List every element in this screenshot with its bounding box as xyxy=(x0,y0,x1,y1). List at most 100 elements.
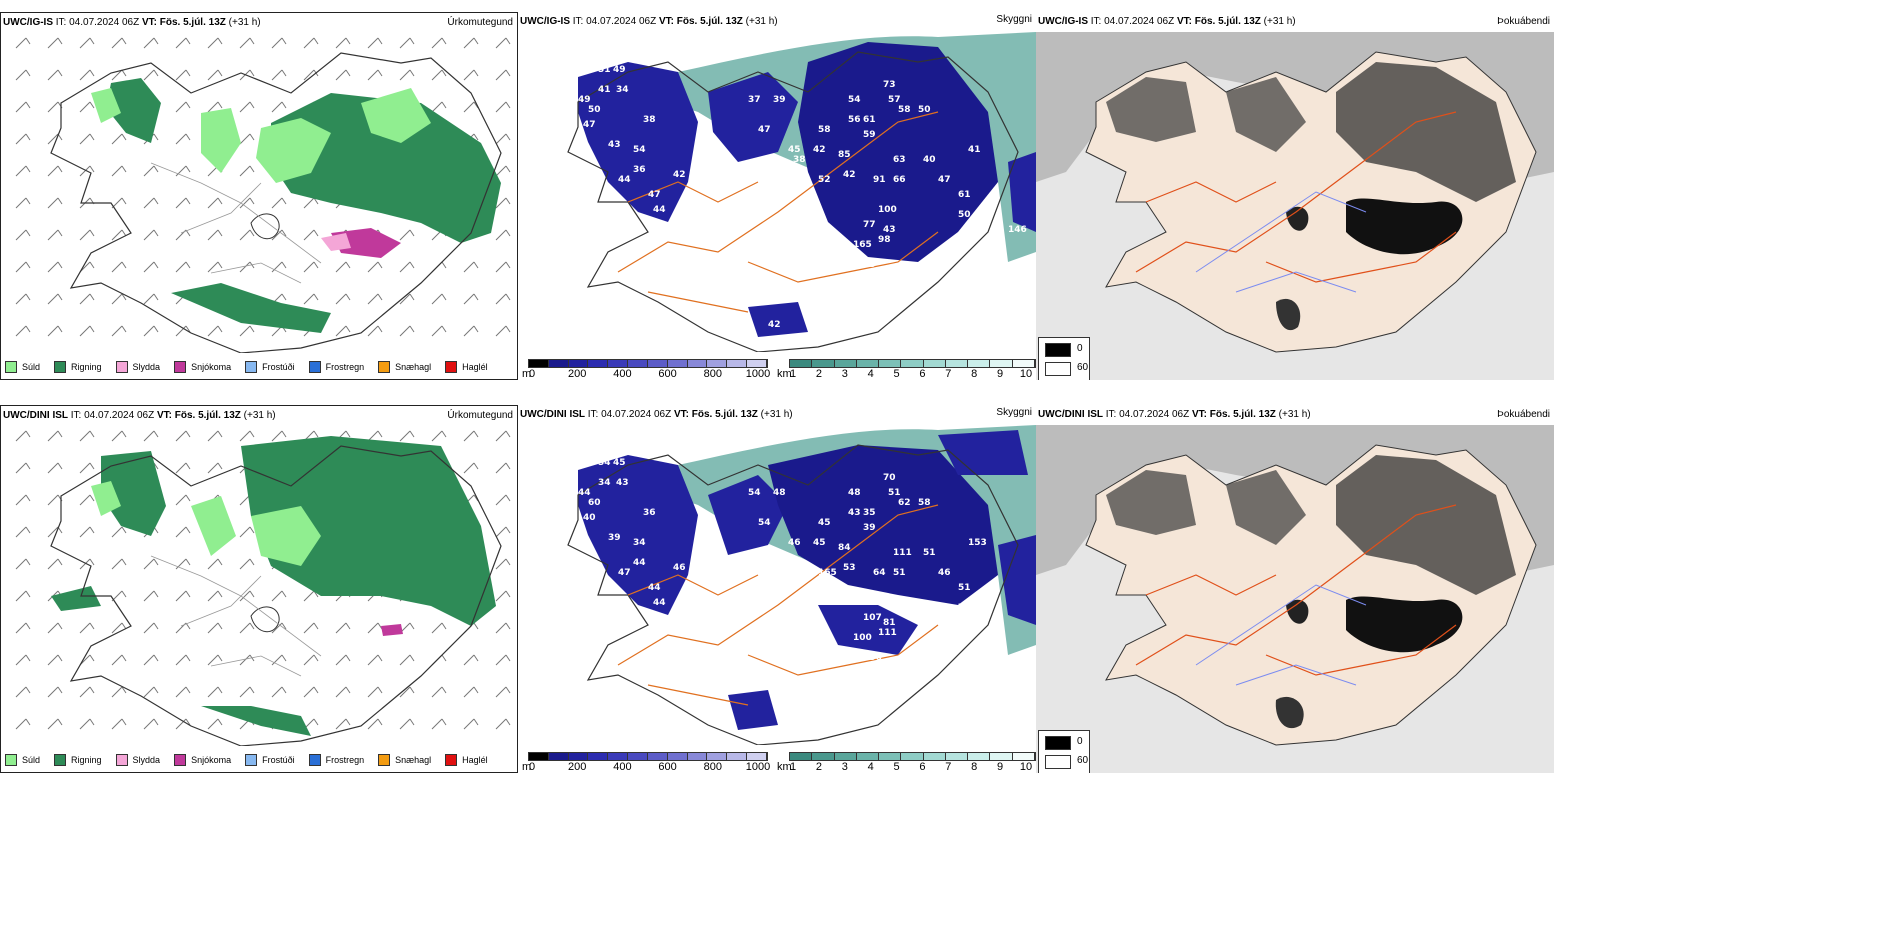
cloud-base-label: 81 xyxy=(883,618,896,628)
colorbar-segment xyxy=(901,360,924,367)
colorbar-segment xyxy=(707,360,728,367)
cloud-panel-top: UWC/IG-IS IT: 04.07.2024 06Z VT: Fös. 5.… xyxy=(518,12,1036,380)
wind-barb xyxy=(303,654,319,666)
cloud-base-area xyxy=(748,302,808,337)
colorbar-segment xyxy=(968,753,991,760)
wind-barb xyxy=(15,69,31,81)
wind-barb xyxy=(175,654,191,666)
cloud-base-label: 52 xyxy=(818,175,831,185)
colorbar-unit: m xyxy=(522,368,532,380)
colorbar-segment xyxy=(1012,753,1035,760)
cloud-base-label: 40 xyxy=(923,155,936,165)
legend-swatch xyxy=(174,361,187,373)
panel-title: UWC/DINI ISL IT: 04.07.2024 06Z VT: Fös.… xyxy=(3,410,276,421)
wind-barb xyxy=(111,261,127,273)
wind-barb xyxy=(303,229,319,241)
field-name: Þokuábendi xyxy=(1497,16,1550,27)
wind-barb xyxy=(431,37,447,49)
wind-barb xyxy=(239,430,255,442)
wind-barb xyxy=(207,69,223,81)
legend-item: Slydda xyxy=(115,361,160,373)
legend-item: Snæhagl xyxy=(378,361,431,373)
legend-swatch xyxy=(115,361,128,373)
wind-barb xyxy=(47,229,63,241)
wind-barb xyxy=(431,325,447,337)
wind-barb xyxy=(79,654,95,666)
legend-swatch xyxy=(445,361,458,373)
wind-barb xyxy=(431,101,447,113)
wind-barb xyxy=(15,197,31,209)
cloud-base-label: 74 xyxy=(848,673,861,683)
road-network xyxy=(617,504,939,706)
wind-barb xyxy=(175,133,191,145)
wind-barb xyxy=(47,430,63,442)
cloud-base-area xyxy=(578,455,698,615)
wind-barb xyxy=(495,261,511,273)
cloud-base-label: 58 xyxy=(818,125,831,135)
cloud-base-label: 51 xyxy=(598,65,611,75)
wind-barb xyxy=(15,462,31,474)
wind-barb xyxy=(367,686,383,698)
cloud-base-area xyxy=(578,62,698,222)
legend-swatch xyxy=(308,754,321,766)
wind-barb xyxy=(495,686,511,698)
precip-green-areas xyxy=(91,78,501,333)
wind-barb xyxy=(79,293,95,305)
cloud-base-label: 46 xyxy=(788,538,801,548)
cloud-base-label: 45 xyxy=(788,145,801,155)
colorbar-tick-label: 7 xyxy=(945,368,952,380)
wind-barb xyxy=(463,69,479,81)
cloud-base-label: 82 xyxy=(878,598,891,608)
wind-barb xyxy=(271,101,287,113)
colorbar-segment xyxy=(548,753,569,760)
wind-barb xyxy=(47,558,63,570)
colorbar-tick-label: 8 xyxy=(971,368,978,380)
cloud-base-label: 56 xyxy=(848,115,861,125)
wind-barb xyxy=(495,622,511,634)
wind-barb xyxy=(111,325,127,337)
colorbar-segment xyxy=(812,360,835,367)
colorbar-segment xyxy=(945,360,969,367)
wind-barb xyxy=(47,494,63,506)
wind-barb xyxy=(15,654,31,666)
precip-map xyxy=(15,430,511,746)
cloud-base-label: 50 xyxy=(918,105,931,115)
cloud-base-label: 50 xyxy=(838,255,851,265)
wind-barb xyxy=(335,293,351,305)
wind-barb xyxy=(207,101,223,113)
cloud-base-label: 59 xyxy=(863,130,876,140)
cloud-base-label: 44 xyxy=(648,583,661,593)
wind-barb xyxy=(175,430,191,442)
legend-label-high: 0 xyxy=(1077,343,1083,354)
wind-barb xyxy=(111,686,127,698)
cloud-base-label: 77 xyxy=(863,220,876,230)
colorbar-segment xyxy=(727,753,748,760)
colorbar-tick-label: 7 xyxy=(945,761,952,773)
wind-barb xyxy=(79,37,95,49)
wind-barb xyxy=(143,590,159,602)
wind-barb xyxy=(15,293,31,305)
colorbar-tick-label: 200 xyxy=(568,761,587,773)
wind-barb xyxy=(239,133,255,145)
wind-barb xyxy=(47,293,63,305)
wind-barb xyxy=(335,325,351,337)
wind-barb xyxy=(367,622,383,634)
wind-barb xyxy=(495,197,511,209)
colorbar-segment xyxy=(687,360,708,367)
colorbar-segment xyxy=(667,753,688,760)
colorbar-segment xyxy=(945,753,969,760)
cloud-base-label: 44 xyxy=(653,598,666,608)
wind-barb xyxy=(495,293,511,305)
road-network xyxy=(1135,504,1457,676)
wind-barb xyxy=(431,430,447,442)
cloud-base-label: 47 xyxy=(938,175,951,185)
fog-map xyxy=(1036,425,1554,773)
wind-barb xyxy=(303,622,319,634)
wind-barb xyxy=(47,197,63,209)
legend-item: Slydda xyxy=(115,754,160,766)
legend-swatch xyxy=(115,754,128,766)
cloud-base-label: 53 xyxy=(868,275,881,285)
cloud-base-label: 111 xyxy=(878,628,897,638)
colorbar-segment xyxy=(667,360,688,367)
